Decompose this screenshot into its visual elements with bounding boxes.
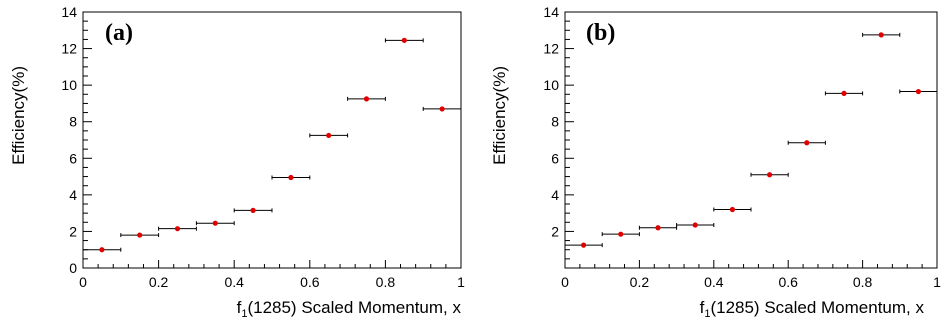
- data-point: [878, 32, 884, 38]
- x-tick-label: 0.6: [778, 274, 798, 290]
- data-point: [655, 225, 661, 231]
- data-point: [692, 222, 698, 228]
- x-tick-label: 0.4: [224, 274, 244, 290]
- data-point: [137, 232, 143, 238]
- y-tick-label: 8: [69, 114, 77, 130]
- x-axis-title-f: f: [237, 298, 242, 317]
- data-point: [99, 247, 105, 253]
- data-point: [401, 37, 407, 43]
- x-tick-label: 0.6: [300, 274, 320, 290]
- y-tick-label: 0: [69, 260, 77, 276]
- x-axis-title-rest: (1285) Scaled Momentum, x: [710, 298, 924, 317]
- data-point: [915, 88, 922, 95]
- y-tick-label: 2: [69, 223, 77, 239]
- x-axis-title: f1(1285) Scaled Momentum, x: [700, 298, 925, 320]
- x-tick-label: 0.8: [376, 274, 396, 290]
- data-point: [581, 242, 587, 248]
- data-points: [82, 37, 461, 253]
- y-tick-label: 4: [551, 187, 559, 203]
- tick-marks: [564, 11, 938, 269]
- y-tick-label: 10: [543, 77, 559, 93]
- panel-label: (b): [586, 20, 615, 46]
- x-axis-title-f: f: [700, 298, 705, 317]
- data-points: [564, 32, 937, 248]
- y-tick-label: 14: [61, 4, 77, 20]
- x-tick-label: 0.2: [149, 274, 169, 290]
- y-axis-title: Efficiency(%): [490, 66, 509, 165]
- data-point: [250, 207, 256, 213]
- data-point: [804, 140, 810, 146]
- panel-label: (a): [105, 20, 133, 46]
- y-tick-label: 6: [69, 150, 77, 166]
- y-tick-label: 10: [61, 77, 77, 93]
- plot-frame: [82, 11, 462, 269]
- data-point: [618, 231, 624, 237]
- x-tick-label: 0.2: [630, 274, 650, 290]
- x-tick-label: 0.4: [704, 274, 724, 290]
- x-tick-label: 0: [79, 274, 87, 290]
- x-tick-label: 0: [561, 274, 569, 290]
- data-point: [174, 226, 181, 232]
- data-point: [363, 96, 370, 102]
- y-tick-label: 8: [551, 114, 559, 130]
- x-tick-label: 1: [457, 274, 465, 290]
- x-axis-title: f1(1285) Scaled Momentum, x: [237, 298, 462, 320]
- y-tick-label: 2: [551, 223, 559, 239]
- data-point: [767, 172, 773, 178]
- x-axis-title-rest: (1285) Scaled Momentum, x: [247, 298, 461, 317]
- data-point: [841, 90, 847, 96]
- y-axis-title: Efficiency(%): [9, 66, 28, 165]
- data-point: [439, 106, 445, 112]
- data-point: [729, 206, 736, 213]
- data-point: [326, 132, 332, 139]
- plot-frame: [564, 11, 938, 269]
- data-point: [212, 220, 218, 226]
- y-tick-label: 4: [69, 187, 77, 203]
- y-tick-label: 12: [61, 41, 77, 57]
- y-tick-label: 14: [543, 4, 559, 20]
- x-axis-title-sub: 1: [704, 308, 710, 320]
- tick-marks: [82, 11, 462, 269]
- x-tick-label: 1: [933, 274, 941, 290]
- data-point: [288, 174, 294, 181]
- x-axis-title-sub: 1: [241, 308, 247, 320]
- y-tick-label: 12: [543, 41, 559, 57]
- x-tick-label: 0.8: [853, 274, 873, 290]
- y-tick-label: 6: [551, 150, 559, 166]
